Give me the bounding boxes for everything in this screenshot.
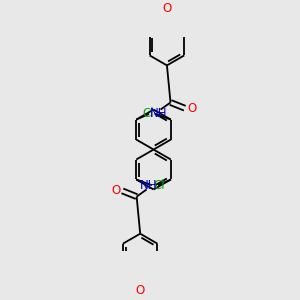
Text: Cl: Cl [142, 107, 154, 120]
Text: Cl: Cl [153, 179, 165, 192]
Text: NH: NH [150, 107, 167, 120]
Text: NH: NH [140, 179, 157, 192]
Text: O: O [111, 184, 120, 197]
Text: O: O [162, 2, 172, 15]
Text: O: O [136, 284, 145, 297]
Text: O: O [187, 102, 196, 115]
